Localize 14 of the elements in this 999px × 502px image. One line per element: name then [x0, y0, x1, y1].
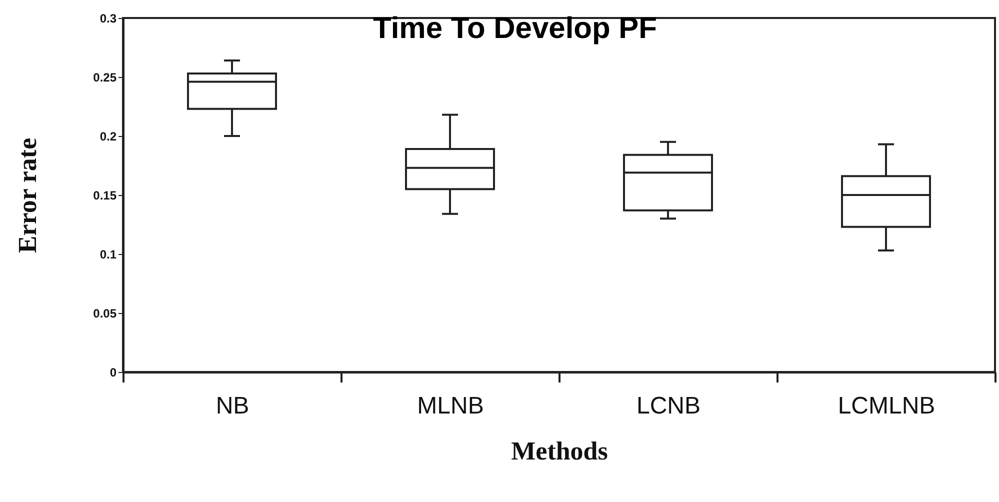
x-tick-label: LCNB: [636, 392, 701, 420]
x-tick-label: MLNB: [417, 392, 484, 420]
chart-title: Time To Develop PF: [373, 12, 657, 45]
y-tick-label: 0.15: [93, 188, 117, 202]
y-axis-title: Error rate: [13, 138, 42, 254]
y-tick-label: 0.2: [100, 130, 117, 144]
y-tick-label: 0.05: [93, 306, 117, 320]
y-tick-label: 0.25: [93, 70, 117, 84]
x-tick-label: LCMLNB: [838, 392, 936, 420]
y-tick-label: 0.3: [100, 12, 117, 26]
x-tick-label: NB: [216, 392, 250, 420]
x-axis-title: Methods: [511, 436, 608, 466]
y-tick-label: 0: [110, 366, 117, 380]
y-tick-label: 0.1: [100, 248, 117, 262]
